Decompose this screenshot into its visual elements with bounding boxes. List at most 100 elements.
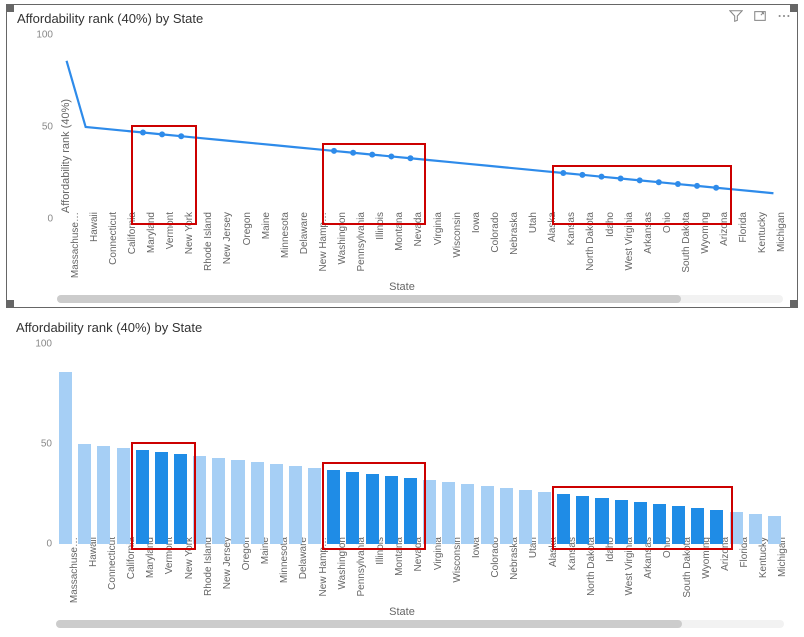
- bar[interactable]: [595, 498, 608, 544]
- x-tick: Pennsylvania: [356, 537, 367, 596]
- bar[interactable]: [653, 504, 666, 544]
- bar-plot-area: 050100Massachuse…HawaiiConnecticutCalifo…: [56, 344, 784, 544]
- x-tick: Connecticut: [108, 212, 119, 265]
- y-tick: 100: [27, 30, 53, 41]
- x-tick: Ohio: [662, 212, 673, 233]
- data-marker[interactable]: [675, 181, 681, 187]
- bar[interactable]: [193, 456, 206, 544]
- x-tick: Arizona: [719, 212, 730, 246]
- bar[interactable]: [346, 472, 359, 544]
- bar[interactable]: [730, 512, 743, 544]
- resize-handle[interactable]: [6, 4, 14, 12]
- x-tick: New Jersey: [222, 537, 233, 589]
- data-marker[interactable]: [579, 172, 585, 178]
- x-tick: Utah: [528, 212, 539, 233]
- x-tick: Colorado: [490, 212, 501, 253]
- data-marker[interactable]: [159, 131, 165, 137]
- bar[interactable]: [634, 502, 647, 544]
- x-tick: Kentucky: [757, 212, 768, 253]
- data-marker[interactable]: [140, 130, 146, 136]
- bar[interactable]: [500, 488, 513, 544]
- x-tick: Virginia: [433, 212, 444, 245]
- line-svg: [57, 35, 783, 219]
- x-tick: Washington: [337, 212, 348, 264]
- resize-handle[interactable]: [6, 300, 14, 308]
- more-icon[interactable]: [777, 9, 791, 26]
- resize-handle[interactable]: [790, 300, 798, 308]
- bar[interactable]: [768, 516, 781, 544]
- bar[interactable]: [481, 486, 494, 544]
- bar[interactable]: [538, 492, 551, 544]
- data-marker[interactable]: [407, 155, 413, 161]
- x-tick: Maine: [261, 212, 272, 239]
- bar[interactable]: [174, 454, 187, 544]
- bar[interactable]: [251, 462, 264, 544]
- y-tick: 50: [26, 439, 52, 450]
- x-tick: Montana: [394, 212, 405, 251]
- bar[interactable]: [308, 468, 321, 544]
- bar[interactable]: [615, 500, 628, 544]
- bar[interactable]: [557, 494, 570, 544]
- bar[interactable]: [327, 470, 340, 544]
- x-tick: Maryland: [146, 212, 157, 253]
- x-tick: Michigan: [776, 212, 787, 252]
- bar[interactable]: [519, 490, 532, 544]
- bar[interactable]: [423, 480, 436, 544]
- bar[interactable]: [155, 452, 168, 544]
- h-scrollbar-thumb[interactable]: [57, 295, 681, 303]
- filter-icon[interactable]: [729, 9, 743, 26]
- x-tick: Rhode Island: [203, 537, 214, 596]
- data-marker[interactable]: [694, 183, 700, 189]
- data-marker[interactable]: [599, 174, 605, 180]
- x-tick: Rhode Island: [203, 212, 214, 271]
- x-tick: North Dakota: [586, 537, 597, 596]
- bar[interactable]: [136, 450, 149, 544]
- data-marker[interactable]: [637, 177, 643, 183]
- bar[interactable]: [78, 444, 91, 544]
- data-marker[interactable]: [350, 150, 356, 156]
- bar[interactable]: [404, 478, 417, 544]
- h-scrollbar[interactable]: [56, 620, 784, 628]
- line-series: [67, 61, 774, 193]
- chart-title: Affordability rank (40%) by State: [6, 314, 798, 337]
- bar[interactable]: [270, 464, 283, 544]
- bar[interactable]: [576, 496, 589, 544]
- data-marker[interactable]: [331, 148, 337, 154]
- h-scrollbar[interactable]: [57, 295, 783, 303]
- data-marker[interactable]: [656, 179, 662, 185]
- data-marker[interactable]: [618, 176, 624, 182]
- bar[interactable]: [461, 484, 474, 544]
- bar[interactable]: [231, 460, 244, 544]
- x-tick: Delaware: [299, 212, 310, 254]
- x-tick: Iowa: [471, 212, 482, 233]
- chart-toolbar: [729, 9, 791, 26]
- x-tick: Wyoming: [700, 212, 711, 254]
- bar[interactable]: [749, 514, 762, 544]
- data-marker[interactable]: [369, 152, 375, 158]
- data-marker[interactable]: [560, 170, 566, 176]
- x-tick: Nebraska: [509, 212, 520, 255]
- bar[interactable]: [385, 476, 398, 544]
- bar[interactable]: [289, 466, 302, 544]
- bar[interactable]: [59, 372, 72, 544]
- bar[interactable]: [672, 506, 685, 544]
- x-tick: West Virginia: [624, 212, 635, 271]
- data-marker[interactable]: [713, 185, 719, 191]
- x-tick: Arkansas: [643, 212, 654, 254]
- bar[interactable]: [117, 448, 130, 544]
- h-scrollbar-thumb[interactable]: [56, 620, 682, 628]
- line-plot-area: 050100Massachuse…HawaiiConnecticutCalifo…: [57, 35, 783, 219]
- bar[interactable]: [97, 446, 110, 544]
- focus-icon[interactable]: [753, 9, 767, 26]
- resize-handle[interactable]: [790, 4, 798, 12]
- data-marker[interactable]: [388, 153, 394, 159]
- data-marker[interactable]: [178, 133, 184, 139]
- bar[interactable]: [212, 458, 225, 544]
- x-tick: North Dakota: [585, 212, 596, 271]
- bar[interactable]: [442, 482, 455, 544]
- y-tick: 0: [26, 539, 52, 550]
- bar[interactable]: [710, 510, 723, 544]
- bar[interactable]: [691, 508, 704, 544]
- x-tick: Hawaii: [89, 212, 100, 242]
- bar[interactable]: [366, 474, 379, 544]
